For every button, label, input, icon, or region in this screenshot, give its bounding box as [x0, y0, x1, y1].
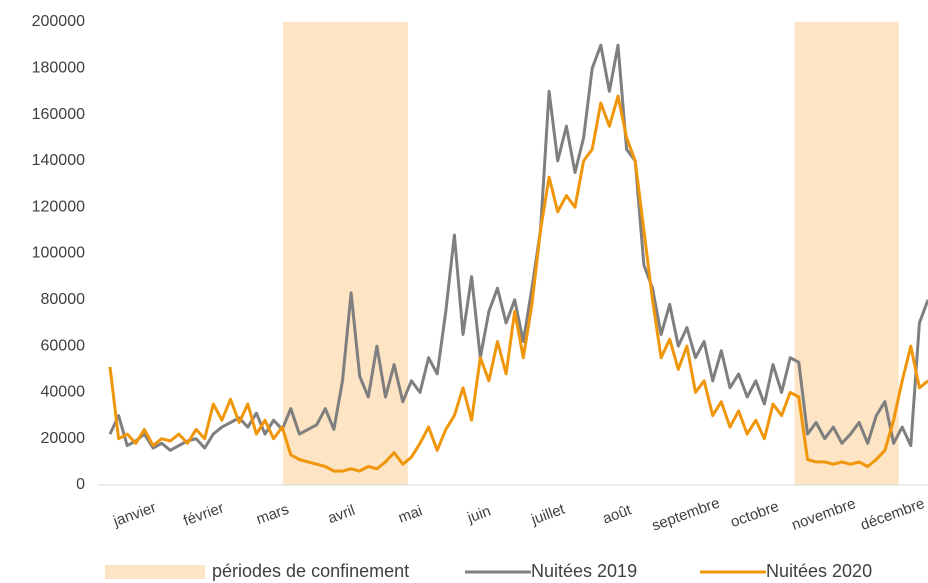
y-tick-label: 120000 [32, 198, 85, 215]
y-tick-label: 160000 [32, 106, 85, 123]
legend-label: Nuitées 2019 [531, 561, 637, 581]
x-tick-label: juillet [528, 500, 568, 528]
shaded-period [794, 22, 899, 485]
y-tick-label: 20000 [41, 430, 86, 447]
legend-label: périodes de confinement [212, 561, 409, 581]
x-tick-label: août [600, 501, 634, 527]
series-line [108, 43, 928, 452]
y-tick-label: 0 [76, 476, 85, 493]
x-tick-label: octobre [728, 498, 781, 531]
y-tick-label: 80000 [41, 291, 86, 308]
y-tick-label: 140000 [32, 152, 85, 169]
legend-label: Nuitées 2020 [766, 561, 872, 581]
x-tick-label: juin [464, 503, 493, 527]
y-tick-label: 200000 [32, 13, 85, 30]
shaded-period [283, 22, 408, 485]
legend-swatch [105, 565, 205, 579]
x-tick-label: septembre [650, 494, 722, 534]
y-tick-label: 40000 [41, 384, 86, 401]
y-tick-label: 100000 [32, 245, 85, 262]
x-tick-label: mars [254, 501, 291, 528]
series-line [108, 94, 928, 473]
x-tick-label: novembre [789, 495, 857, 534]
x-tick-label: mai [396, 502, 425, 526]
x-tick-label: décembre [858, 495, 926, 534]
y-tick-label: 60000 [41, 337, 86, 354]
x-tick-label: janvier [110, 499, 158, 530]
x-tick-label: avril [326, 502, 358, 527]
y-tick-label: 180000 [32, 60, 85, 77]
x-tick-label: février [181, 499, 226, 529]
